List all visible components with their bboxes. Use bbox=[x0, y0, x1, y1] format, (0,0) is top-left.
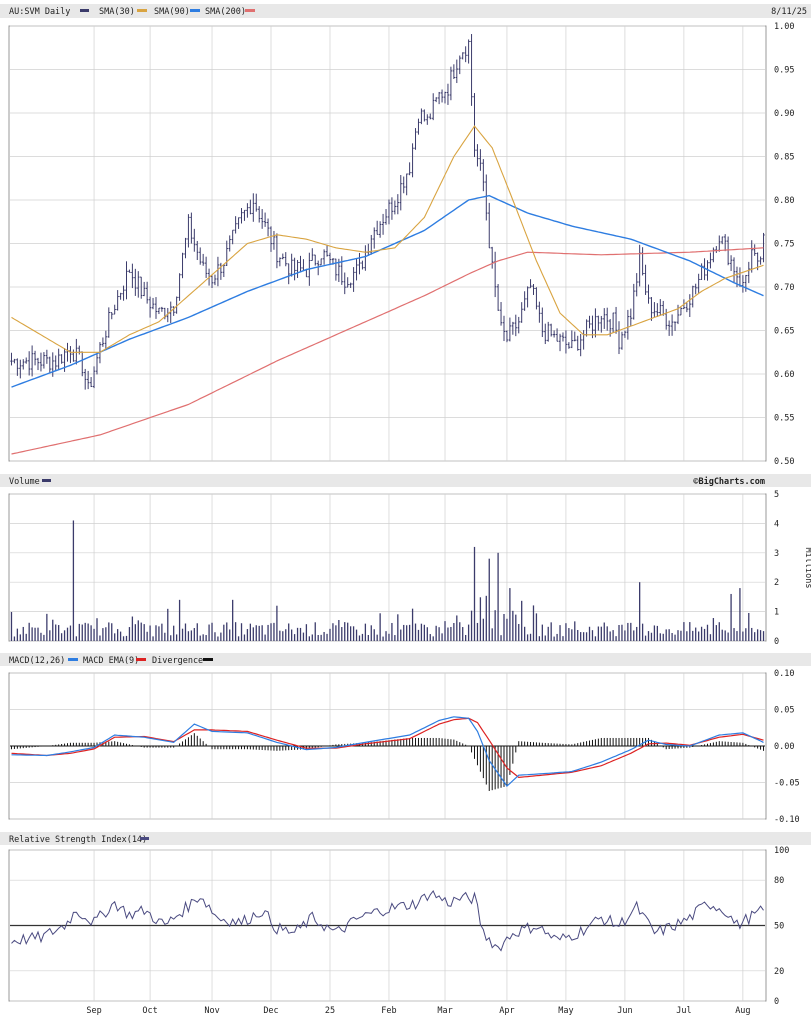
price-bars bbox=[10, 34, 765, 390]
rsi-tick-label: 100 bbox=[774, 846, 789, 856]
x-tick-label: Aug bbox=[735, 1006, 750, 1016]
volume-unit-label: Millions bbox=[803, 548, 811, 589]
legend-sma30-swatch bbox=[137, 9, 147, 12]
rsi-header-bar bbox=[0, 832, 811, 845]
macd-tick-label: 0.00 bbox=[774, 742, 794, 752]
legend-sma200-swatch bbox=[245, 9, 255, 12]
x-tick-label: Oct bbox=[142, 1006, 157, 1016]
volume-header-bar bbox=[0, 474, 811, 487]
x-tick-label: Mar bbox=[437, 1006, 452, 1016]
volume-tick-label: 5 bbox=[774, 490, 779, 500]
macd-ema-legend-swatch bbox=[136, 658, 146, 661]
price-tick-label: 0.95 bbox=[774, 66, 794, 76]
volume-y-ticks: 0 1 2 3 4 5 bbox=[774, 490, 779, 647]
macd-legend-swatch bbox=[68, 658, 78, 661]
volume-tick-label: 1 bbox=[774, 608, 779, 618]
price-tick-label: 0.90 bbox=[774, 109, 794, 119]
macd-tick-label: 0.05 bbox=[774, 706, 794, 716]
legend-sma200-label: SMA(200) bbox=[205, 7, 246, 17]
x-tick-label: Sep bbox=[86, 1006, 101, 1016]
x-tick-label: Nov bbox=[204, 1006, 219, 1016]
volume-bars bbox=[10, 520, 765, 641]
x-tick-label: May bbox=[558, 1006, 573, 1016]
macd-header-bar bbox=[0, 653, 811, 666]
volume-tick-label: 4 bbox=[774, 519, 779, 529]
brand-label: ©BigCharts.com bbox=[693, 476, 765, 487]
macd-line bbox=[11, 716, 764, 788]
price-y-ticks: 0.50 0.55 0.60 0.65 0.70 0.75 0.80 0.85 0.90 0.95… bbox=[774, 22, 794, 467]
price-tick-label: 0.65 bbox=[774, 327, 794, 337]
rsi-tick-label: 20 bbox=[774, 967, 784, 977]
rsi-line bbox=[11, 890, 764, 952]
rsi-grid bbox=[10, 849, 765, 1002]
macd-legend-label: MACD(12,26) bbox=[9, 656, 65, 666]
price-tick-label: 0.55 bbox=[774, 414, 794, 424]
date-label: 8/11/25 bbox=[771, 7, 807, 17]
divergence-legend-label: Divergence bbox=[152, 656, 203, 666]
price-tick-label: 0.70 bbox=[774, 283, 794, 293]
price-tick-label: 0.85 bbox=[774, 153, 794, 163]
symbol-label: AU:SVM Daily bbox=[9, 7, 70, 17]
sma30-line bbox=[11, 125, 764, 353]
macd-tick-label: 0.10 bbox=[774, 669, 794, 679]
price-tick-label: 0.60 bbox=[774, 370, 794, 380]
macd-tick-label: -0.10 bbox=[774, 815, 800, 825]
rsi-y-ticks: 100 80 50 20 0 bbox=[774, 846, 789, 1007]
price-tick-label: 1.00 bbox=[774, 22, 794, 32]
legend-sma90-label: SMA(90) bbox=[154, 7, 190, 17]
rsi-tick-label: 80 bbox=[774, 876, 784, 886]
legend-sma90-swatch bbox=[190, 9, 200, 12]
macd-tick-label: -0.05 bbox=[774, 779, 800, 789]
legend-sma30-label: SMA(30) bbox=[99, 7, 135, 17]
price-header-bar bbox=[0, 4, 811, 18]
x-tick-label: 25 bbox=[325, 1006, 335, 1016]
volume-tick-label: 2 bbox=[774, 578, 779, 588]
x-tick-label: Feb bbox=[381, 1006, 396, 1016]
x-tick-label: Apr bbox=[499, 1006, 514, 1016]
rsi-tick-label: 50 bbox=[774, 922, 784, 932]
rsi-tick-label: 0 bbox=[774, 997, 779, 1007]
divergence-legend-swatch bbox=[203, 658, 213, 661]
x-axis-ticks: Sep Oct Nov Dec 25 Feb Mar Apr May Jun Jul Aug bbox=[86, 1006, 750, 1016]
rsi-swatch bbox=[140, 837, 149, 840]
volume-tick-label: 3 bbox=[774, 549, 779, 559]
price-tick-label: 0.75 bbox=[774, 240, 794, 250]
macd-y-ticks: 0.10 0.05 0.00 -0.05 -0.10 bbox=[774, 669, 800, 825]
volume-tick-label: 0 bbox=[774, 637, 779, 647]
rsi-label: Relative Strength Index(14) bbox=[9, 835, 147, 845]
price-tick-label: 0.80 bbox=[774, 196, 794, 206]
x-tick-label: Dec bbox=[263, 1006, 278, 1016]
x-tick-label: Jun bbox=[617, 1006, 632, 1016]
volume-plot-area bbox=[8, 493, 767, 642]
volume-label: Volume bbox=[9, 477, 40, 487]
x-tick-label: Jul bbox=[676, 1006, 691, 1016]
sma200-line bbox=[11, 247, 764, 455]
volume-swatch bbox=[42, 479, 51, 482]
macd-ema-legend-label: MACD EMA(9) bbox=[83, 656, 139, 666]
sma90-line bbox=[11, 194, 764, 388]
symbol-swatch bbox=[80, 9, 89, 12]
price-tick-label: 0.50 bbox=[774, 457, 794, 467]
